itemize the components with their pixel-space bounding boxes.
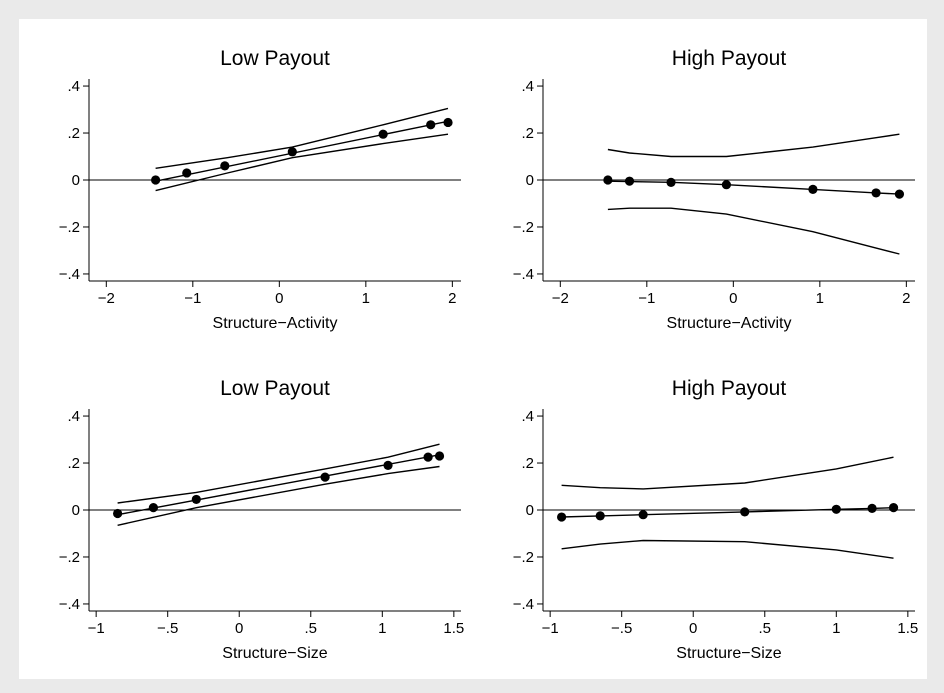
ci-lower-line <box>117 465 440 526</box>
y-tick-label: .2 <box>521 125 534 142</box>
panel-high-payout-activity: High Payout .4 .2 0 −.2 −.4 −2 −1 0 1 2 Structure−A… <box>473 19 927 349</box>
data-point <box>638 510 648 520</box>
x-axis-label: Structure−Size <box>676 645 781 662</box>
y-tick-label: 0 <box>526 502 534 519</box>
ci-lower-line <box>561 539 894 559</box>
x-tick-label: 1.5 <box>897 620 918 637</box>
x-tick-label: 1 <box>832 620 840 637</box>
data-point <box>867 503 877 513</box>
figure: Low Payout .4 .2 0 −.2 −.4 −2 −1 0 1 2 Structure−Ac… <box>19 19 927 679</box>
chart-svg: Low Payout .4 .2 0 −.2 −.4 −1 −.5 0 .5 1 1.5 Structu… <box>59 377 465 662</box>
data-point <box>148 503 158 513</box>
data-point <box>557 512 567 522</box>
ci-upper-line <box>117 443 440 504</box>
data-point <box>808 184 818 194</box>
data-point <box>888 503 899 513</box>
data-point <box>624 176 635 186</box>
ci-lower-line <box>155 133 449 192</box>
y-tick-label: .2 <box>67 455 80 472</box>
ci-upper-line <box>155 107 449 169</box>
x-tick-label: 1.5 <box>443 620 464 637</box>
x-tick-label: .5 <box>759 620 772 637</box>
fit-line <box>155 120 449 182</box>
data-point <box>182 168 192 178</box>
chart-svg: High Payout .4 .2 0 −.2 −.4 −1 −.5 0 .5 1 1.5 Struct… <box>513 377 919 662</box>
chart-title: Low Payout <box>220 377 330 400</box>
y-tick-label: 0 <box>526 172 534 189</box>
x-tick-label: −.5 <box>157 620 178 637</box>
data-point <box>287 147 297 157</box>
data-point <box>113 508 123 519</box>
fit-line <box>561 507 894 518</box>
x-tick-label: −.5 <box>611 620 632 637</box>
x-tick-label: 2 <box>448 290 456 307</box>
data-point <box>666 177 676 187</box>
x-axis-label: Structure−Size <box>222 645 327 662</box>
chart-title: High Payout <box>672 47 787 70</box>
y-tick-label: −.2 <box>513 219 534 236</box>
ci-upper-line <box>561 456 894 490</box>
y-tick-label: .4 <box>521 78 534 95</box>
chart-svg: Low Payout .4 .2 0 −.2 −.4 −2 −1 0 1 2 Structure−Ac… <box>59 47 461 332</box>
data-point <box>191 494 201 505</box>
y-tick-label: −.2 <box>59 549 80 566</box>
x-tick-label: 0 <box>689 620 697 637</box>
data-point <box>434 451 445 461</box>
chart-title: High Payout <box>672 377 787 400</box>
x-tick-label: 0 <box>275 290 283 307</box>
x-tick-label: 1 <box>378 620 386 637</box>
x-tick-label: −2 <box>98 290 115 307</box>
data-point <box>603 175 613 185</box>
data-point <box>721 180 732 190</box>
data-point <box>871 188 881 198</box>
y-tick-label: .4 <box>521 408 534 425</box>
x-axis-label: Structure−Activity <box>667 315 792 332</box>
y-tick-label: .4 <box>67 408 80 425</box>
x-tick-label: 2 <box>902 290 910 307</box>
y-tick-label: −.4 <box>513 596 534 613</box>
data-point <box>423 452 433 462</box>
x-axis-label: Structure−Activity <box>213 315 338 332</box>
y-tick-label: −.4 <box>59 266 80 283</box>
panel-low-payout-size: Low Payout .4 .2 0 −.2 −.4 −1 −.5 0 .5 1 1.5 Structu… <box>19 349 473 679</box>
data-point <box>151 175 161 185</box>
chart-title: Low Payout <box>220 47 330 70</box>
ci-upper-line <box>607 133 900 158</box>
x-tick-label: .5 <box>305 620 318 637</box>
x-tick-label: −1 <box>542 620 559 637</box>
x-tick-label: −2 <box>552 290 569 307</box>
y-tick-label: 0 <box>72 172 80 189</box>
x-tick-label: −1 <box>184 290 201 307</box>
y-tick-label: −.2 <box>59 219 80 236</box>
data-point <box>426 120 436 130</box>
panel-low-payout-activity: Low Payout .4 .2 0 −.2 −.4 −2 −1 0 1 2 Structure−Ac… <box>19 19 473 349</box>
y-tick-label: .2 <box>521 455 534 472</box>
y-tick-label: −.4 <box>59 596 80 613</box>
fit-line <box>607 180 900 195</box>
y-tick-label: −.2 <box>513 549 534 566</box>
x-tick-label: 1 <box>816 290 824 307</box>
y-tick-label: −.4 <box>513 266 534 283</box>
data-point <box>894 189 905 199</box>
data-point <box>831 504 841 514</box>
y-tick-label: .2 <box>67 125 80 142</box>
data-point <box>740 507 750 517</box>
x-tick-label: 0 <box>729 290 737 307</box>
y-tick-label: 0 <box>72 502 80 519</box>
x-tick-label: 1 <box>362 290 370 307</box>
ci-lower-line <box>607 207 900 255</box>
chart-svg: High Payout .4 .2 0 −.2 −.4 −2 −1 0 1 2 Structure−A… <box>513 47 915 332</box>
panel-high-payout-size: High Payout .4 .2 0 −.2 −.4 −1 −.5 0 .5 1 1.5 Struct… <box>473 349 927 679</box>
x-tick-label: −1 <box>638 290 655 307</box>
y-tick-label: .4 <box>67 78 80 95</box>
x-tick-label: −1 <box>88 620 105 637</box>
data-point <box>220 161 230 171</box>
data-point <box>383 460 393 470</box>
x-tick-label: 0 <box>235 620 243 637</box>
data-point <box>595 511 605 521</box>
data-point <box>320 472 330 482</box>
data-point <box>378 129 388 139</box>
data-point <box>443 117 453 128</box>
